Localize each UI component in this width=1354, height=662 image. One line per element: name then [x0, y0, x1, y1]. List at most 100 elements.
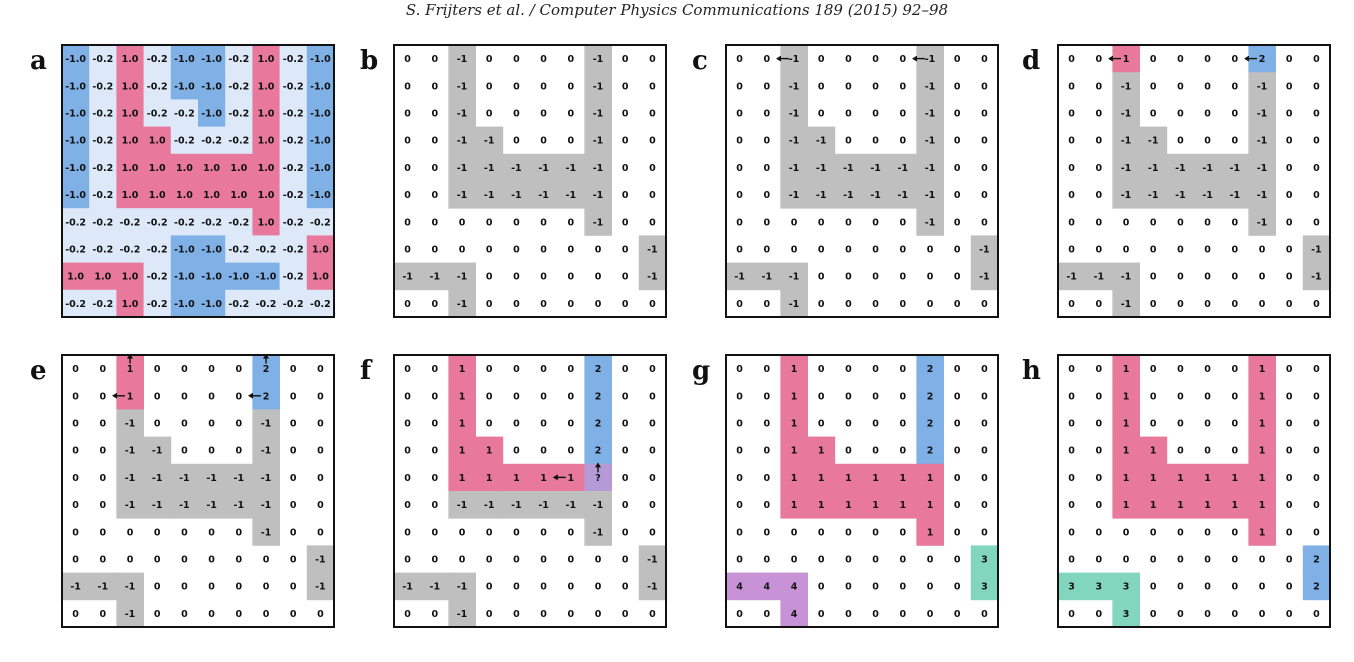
cell-fill: [1112, 382, 1140, 410]
cell-fill: [557, 181, 585, 209]
cell-fill: [252, 126, 280, 155]
cell-value: 0: [872, 364, 879, 375]
cell-fill: [1112, 181, 1140, 209]
cell-value: -0.2: [283, 190, 304, 201]
cell-value: 1: [791, 391, 798, 402]
cell-value: 0: [317, 391, 324, 402]
cell-value: -0.2: [228, 136, 249, 147]
cell-value: 0: [981, 473, 988, 484]
cell-value: -1: [566, 500, 577, 511]
cell-fill: [970, 235, 999, 263]
cell-value: 1.0: [258, 109, 275, 120]
cell-value: 1: [927, 473, 934, 484]
cell-value: 1.0: [122, 136, 139, 147]
cell-fill: [62, 99, 90, 127]
cell-value: 0: [404, 163, 411, 174]
cell-fill: [916, 409, 944, 437]
cell-value: -1.0: [310, 190, 331, 201]
cell-fill: [143, 99, 172, 127]
cell-fill: [584, 208, 612, 236]
cell-fill: [225, 72, 253, 100]
cell-fill: [116, 491, 144, 519]
grid-frame: [393, 354, 667, 628]
cell-value: 0: [1313, 163, 1320, 174]
cell-value: 0: [845, 299, 852, 310]
cell-value: 0: [513, 245, 520, 256]
cell-fill: [475, 181, 504, 209]
cell-value: 0: [1204, 299, 1211, 310]
cell-value: 0: [540, 81, 547, 92]
cell-value: 0: [1313, 136, 1320, 147]
cell-fill: [116, 289, 144, 318]
cell-value: 0: [1177, 446, 1184, 457]
cell-value: -0.2: [283, 136, 304, 147]
cell-value: -0.2: [283, 299, 304, 310]
cell-fill: [780, 463, 808, 492]
cell-value: 2: [595, 391, 602, 402]
cell-value: -1: [566, 163, 577, 174]
cell-value: 0: [649, 500, 656, 511]
cell-fill: [225, 289, 253, 318]
cell-value: 0: [736, 54, 743, 65]
cell-value: 0: [1150, 364, 1157, 375]
cell-value: -1: [152, 473, 163, 484]
cell-value: -1: [261, 446, 272, 457]
cell-value: 0: [954, 136, 961, 147]
cell-value: 0: [1068, 54, 1075, 65]
cell-fill: [62, 126, 90, 155]
cell-value: 0: [622, 527, 629, 538]
cell-value: 0: [899, 419, 906, 430]
cell-fill: [1194, 491, 1222, 519]
cell-value: 0: [290, 609, 297, 620]
cell-fill: [143, 45, 172, 73]
cell-value: 0: [954, 527, 961, 538]
cell-value: 1: [459, 446, 466, 457]
cell-value: 0: [1095, 364, 1102, 375]
cell-value: 0: [1068, 364, 1075, 375]
cell-value: 2: [1313, 555, 1320, 566]
cell-value: 1: [791, 364, 798, 375]
cell-fill: [780, 355, 808, 383]
cell-value: 0: [263, 609, 270, 620]
cell-value: 0: [954, 364, 961, 375]
grid-frame: [1057, 354, 1331, 628]
cell-value: 1.0: [258, 190, 275, 201]
cell-fill: [170, 153, 199, 182]
cell-fill: [916, 436, 944, 465]
cell-value: -1: [1148, 190, 1159, 201]
cell-value: 0: [736, 245, 743, 256]
cell-fill: [143, 491, 172, 519]
cell-value: 0: [981, 81, 988, 92]
cell-value: 0: [927, 609, 934, 620]
cell-value: 1.0: [122, 81, 139, 92]
cell-fill: [198, 126, 226, 155]
cell-value: 1: [899, 500, 906, 511]
cell-value: -1: [1311, 272, 1322, 283]
cell-value: 0: [981, 299, 988, 310]
cell-value: 0: [1231, 446, 1238, 457]
cell-value: 0: [208, 391, 215, 402]
cell-fill: [530, 463, 558, 492]
cell-value: 0: [1068, 217, 1075, 228]
cell-fill: [807, 463, 836, 492]
cell-fill: [807, 436, 836, 465]
cell-value: 0: [981, 217, 988, 228]
cell-value: 0: [872, 136, 879, 147]
cell-value: 0: [1259, 555, 1266, 566]
cell-value: 0: [567, 364, 574, 375]
cell-fill: [530, 153, 558, 182]
cell-value: 0: [899, 81, 906, 92]
cell-value: 3: [1095, 582, 1102, 593]
cell-value: -0.2: [174, 136, 195, 147]
cell-value: -1: [1311, 245, 1322, 256]
cell-value: 0: [763, 299, 770, 310]
cell-value: 0: [595, 555, 602, 566]
cell-value: 1: [1259, 364, 1266, 375]
cell-value: -1.0: [65, 54, 86, 65]
cell-fill: [1166, 153, 1195, 182]
cell-value: -0.2: [92, 81, 113, 92]
cell-value: 1: [1259, 391, 1266, 402]
cell-fill: [448, 181, 476, 209]
cell-value: 0: [567, 217, 574, 228]
cell-value: 1: [899, 473, 906, 484]
